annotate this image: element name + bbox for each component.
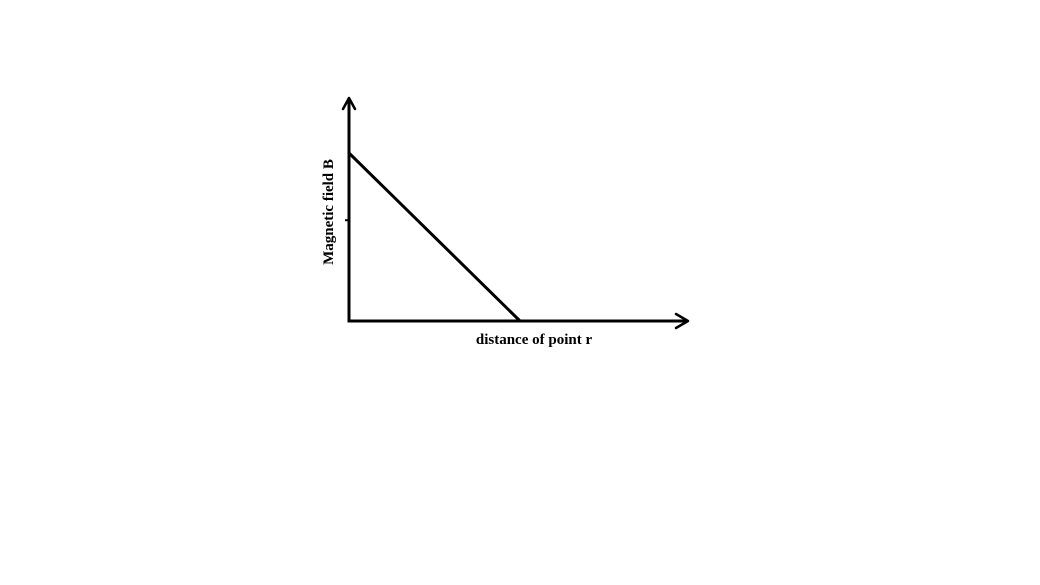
series-lines (347, 151, 522, 323)
x-axis-arrow (674, 312, 690, 330)
x-axis-label: distance of point r (476, 332, 593, 348)
series-line (347, 151, 522, 323)
y-axis-label: Magnetic field B (321, 159, 337, 265)
y-axis-arrow (341, 96, 357, 111)
axes (341, 96, 690, 330)
